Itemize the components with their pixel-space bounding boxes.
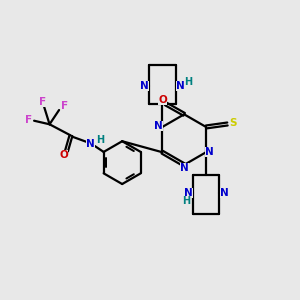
Text: O: O <box>158 95 167 105</box>
Text: F: F <box>39 97 46 107</box>
Text: N: N <box>154 122 163 131</box>
Text: H: H <box>96 135 104 145</box>
Text: H: H <box>182 196 190 206</box>
Text: F: F <box>61 101 68 112</box>
Text: N: N <box>140 81 149 91</box>
Text: N: N <box>205 147 214 157</box>
Text: N: N <box>180 164 189 173</box>
Text: N: N <box>184 188 193 198</box>
Text: N: N <box>176 81 184 91</box>
Text: N: N <box>86 139 95 149</box>
Text: S: S <box>229 118 237 128</box>
Text: O: O <box>60 151 68 160</box>
Text: H: H <box>184 77 192 87</box>
Text: F: F <box>25 115 32 125</box>
Text: N: N <box>220 188 228 198</box>
